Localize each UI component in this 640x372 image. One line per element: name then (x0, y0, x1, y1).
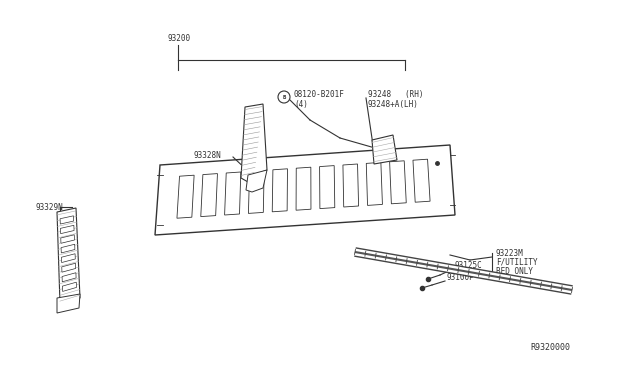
Polygon shape (296, 167, 311, 210)
Text: 08120-B201F: 08120-B201F (294, 90, 345, 99)
Polygon shape (63, 282, 77, 291)
Polygon shape (61, 254, 76, 263)
Polygon shape (343, 164, 358, 207)
Text: 93223M: 93223M (496, 248, 524, 257)
Text: 93248   (RH): 93248 (RH) (368, 90, 424, 99)
Polygon shape (272, 169, 287, 212)
Polygon shape (372, 135, 397, 164)
Text: 93248+A(LH): 93248+A(LH) (368, 99, 419, 109)
Polygon shape (61, 235, 74, 243)
Polygon shape (390, 161, 406, 204)
Polygon shape (61, 244, 75, 253)
Polygon shape (366, 163, 383, 205)
Text: 93328N: 93328N (193, 151, 221, 160)
Polygon shape (246, 170, 267, 192)
Polygon shape (61, 263, 76, 272)
Polygon shape (201, 174, 218, 217)
Text: 93200: 93200 (168, 33, 191, 42)
Text: R9320000: R9320000 (530, 343, 570, 353)
Polygon shape (319, 166, 335, 209)
Polygon shape (60, 225, 74, 234)
Polygon shape (241, 104, 267, 182)
Text: BED ONLY: BED ONLY (496, 266, 533, 276)
Polygon shape (248, 170, 264, 214)
Polygon shape (57, 208, 80, 304)
Polygon shape (60, 216, 74, 224)
Text: F/UTILITY: F/UTILITY (496, 257, 538, 266)
Polygon shape (155, 145, 455, 235)
Text: (4): (4) (294, 99, 308, 109)
Polygon shape (57, 294, 80, 313)
Polygon shape (62, 273, 76, 282)
Text: 93100P: 93100P (447, 273, 475, 282)
Polygon shape (225, 172, 241, 215)
Polygon shape (177, 175, 194, 218)
Text: B: B (282, 94, 285, 99)
Text: 93125C: 93125C (455, 262, 483, 270)
Text: 93329N: 93329N (35, 202, 63, 212)
Polygon shape (413, 159, 430, 202)
